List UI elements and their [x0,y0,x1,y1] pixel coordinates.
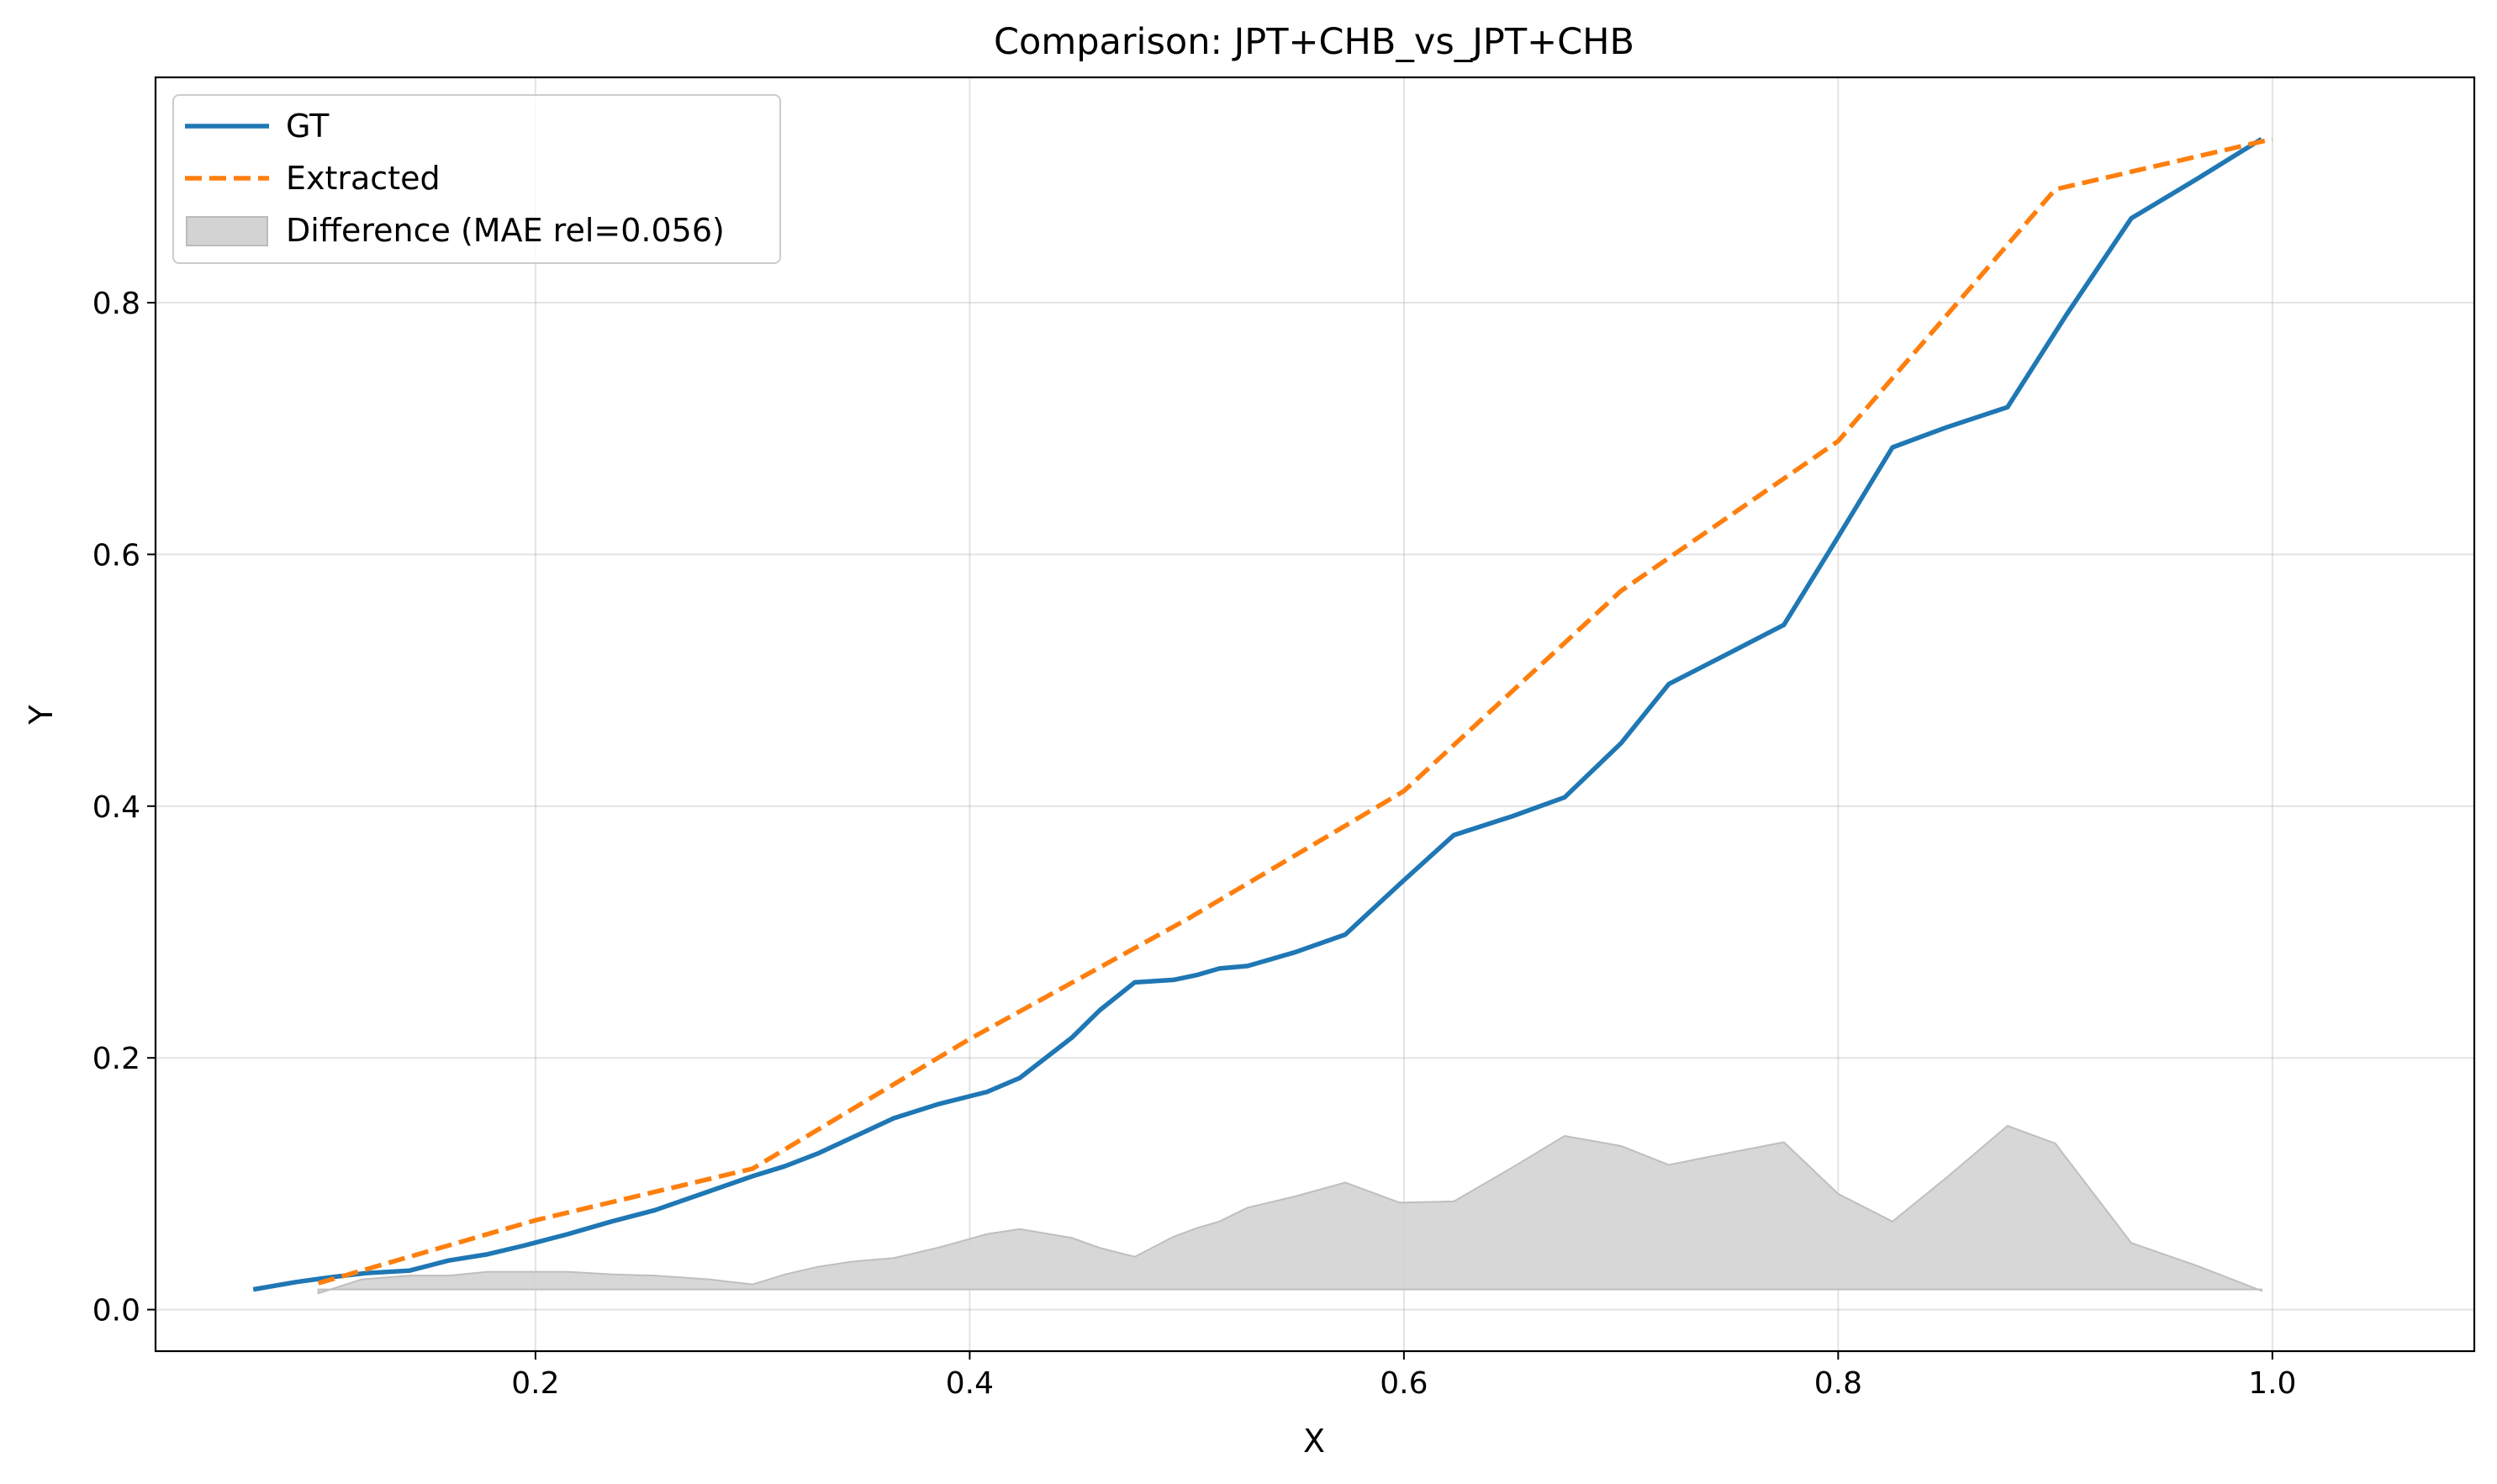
y-tick-label: 0.2 [92,1042,140,1076]
legend-box [172,94,781,264]
y-tick-label: 0.0 [92,1294,140,1328]
series-line-extracted [317,136,2273,1286]
series-line-gt [252,137,2263,1292]
difference-area [317,1124,2262,1295]
y-tick-label: 0.8 [92,287,140,321]
y-tick-label: 0.6 [92,538,140,573]
legend-difference-swatch [186,216,268,246]
legend-gt-label: GT [286,108,330,145]
x-tick-label: 0.4 [946,1366,994,1401]
legend-extracted-label: Extracted [286,160,441,197]
series-layer [252,136,2273,1292]
y-tick-label: 0.4 [92,790,140,825]
difference-area-layer [317,1124,2262,1295]
x-tick-label: 0.2 [511,1366,559,1401]
y-axis-label: Y [23,705,60,726]
x-axis-label: X [1303,1423,1325,1460]
legend-difference-label: Difference (MAE rel=0.056) [286,212,725,249]
axis-ticks: 0.2 0.4 0.6 0.8 1.0 0.0 0.2 0.4 0.6 0.8 [92,287,2297,1401]
legend: GT Extracted Difference (MAE rel=0.056) [172,94,781,264]
grid [156,77,2474,1351]
chart-title: Comparison: JPT+CHB_vs_JPT+CHB [994,21,1634,63]
x-tick-label: 0.8 [1814,1366,1862,1401]
x-tick-label: 1.0 [2248,1366,2296,1401]
axes-frame [154,76,2476,1353]
x-tick-label: 0.6 [1380,1366,1428,1401]
